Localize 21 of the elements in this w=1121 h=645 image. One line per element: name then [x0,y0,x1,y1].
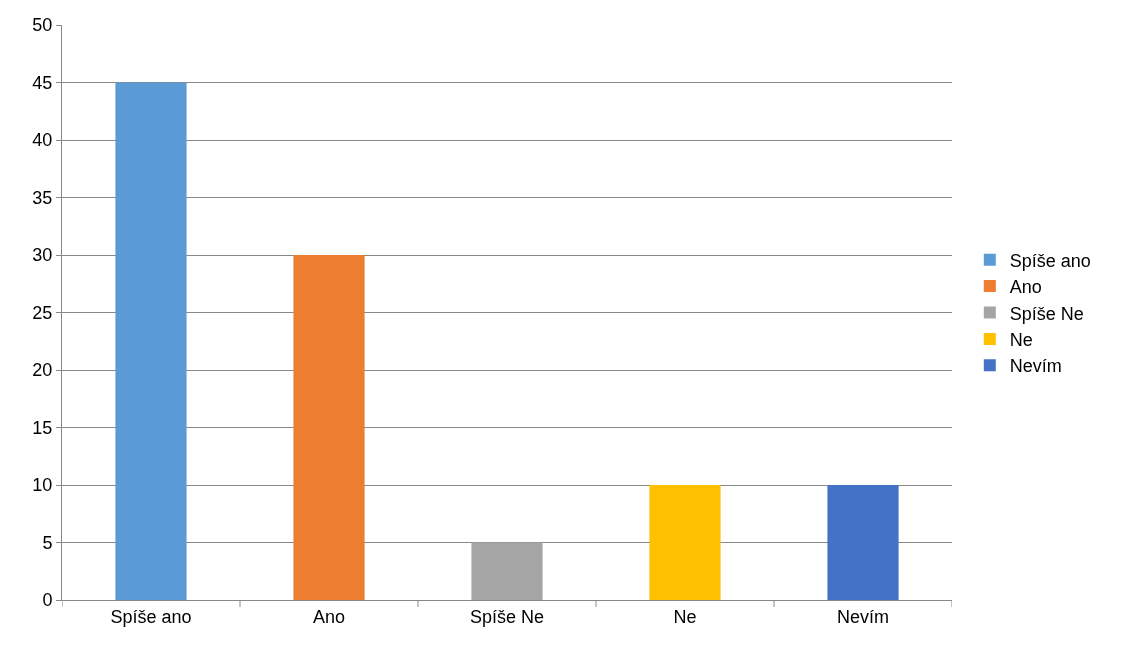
y-tick-label: 35 [32,187,53,208]
y-tick-label: 5 [42,532,53,553]
legend-label: Ano [1009,277,1042,298]
legend-label: Nevím [1009,356,1062,377]
y-tick-label: 15 [32,417,53,438]
y-tick-label: 45 [32,72,53,93]
legend-label: Spíše Ne [1009,303,1084,324]
x-tick-label: Spíše ano [110,606,192,627]
y-tick-label: 30 [32,245,53,266]
x-tick-label: Ne [673,606,697,627]
x-tick-label: Ano [312,606,346,627]
x-tick-label: Nevím [836,606,890,627]
y-tick-label: 25 [32,302,53,323]
legend-label: Spíše ano [1009,250,1091,271]
y-tick-label: 50 [32,15,53,36]
y-tick-label: 10 [32,475,53,496]
y-tick-label: 40 [32,130,53,151]
y-tick-label: 20 [32,360,53,381]
x-tick-label: Spíše Ne [469,606,545,627]
legend-label: Ne [1009,329,1033,350]
y-tick-label: 0 [42,590,53,611]
